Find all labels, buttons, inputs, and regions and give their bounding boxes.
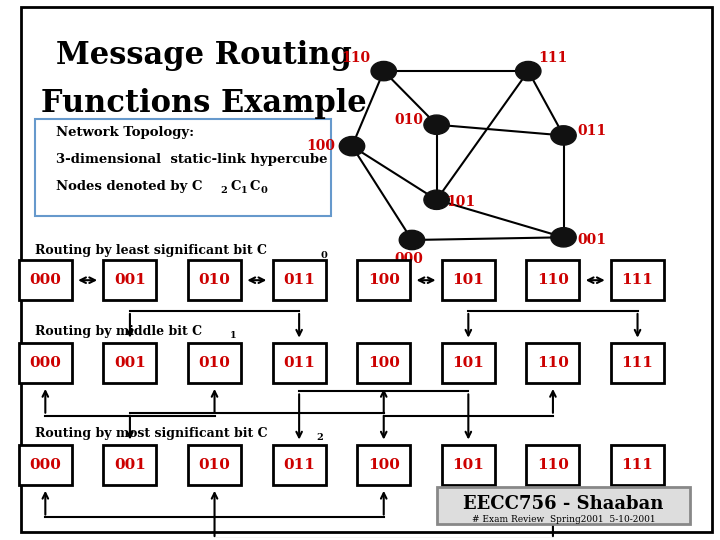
FancyBboxPatch shape	[188, 445, 241, 485]
FancyBboxPatch shape	[19, 445, 72, 485]
FancyBboxPatch shape	[357, 445, 410, 485]
FancyBboxPatch shape	[436, 487, 690, 524]
Circle shape	[400, 231, 425, 249]
Text: 3-dimensional  static-link hypercube: 3-dimensional static-link hypercube	[56, 153, 328, 166]
FancyBboxPatch shape	[104, 343, 156, 383]
Text: 100: 100	[368, 458, 400, 472]
FancyBboxPatch shape	[104, 260, 156, 300]
Text: Functions Example: Functions Example	[41, 88, 366, 119]
Circle shape	[339, 137, 365, 156]
Text: 111: 111	[621, 273, 654, 287]
Text: C: C	[230, 180, 241, 193]
Circle shape	[551, 126, 576, 145]
FancyBboxPatch shape	[442, 343, 495, 383]
Text: 000: 000	[30, 458, 61, 472]
Circle shape	[516, 62, 541, 81]
Text: 010: 010	[199, 356, 230, 370]
Text: 111: 111	[621, 458, 654, 472]
Text: 010: 010	[199, 273, 230, 287]
FancyBboxPatch shape	[357, 260, 410, 300]
Text: Network Topology:: Network Topology:	[56, 126, 194, 139]
Text: 0: 0	[261, 186, 267, 195]
Text: 111: 111	[621, 356, 654, 370]
FancyBboxPatch shape	[526, 343, 580, 383]
Text: 001: 001	[114, 458, 146, 472]
Text: C: C	[250, 180, 261, 193]
Text: 110: 110	[537, 356, 569, 370]
FancyBboxPatch shape	[611, 343, 664, 383]
Text: 011: 011	[283, 458, 315, 472]
Text: EECC756 - Shaaban: EECC756 - Shaaban	[464, 495, 664, 514]
Text: 111: 111	[539, 51, 567, 65]
Circle shape	[424, 115, 449, 134]
FancyBboxPatch shape	[526, 260, 580, 300]
Text: 010: 010	[199, 458, 230, 472]
Text: Routing by least significant bit C: Routing by least significant bit C	[35, 244, 266, 257]
Text: 011: 011	[577, 124, 606, 138]
Text: 110: 110	[537, 458, 569, 472]
Text: 011: 011	[283, 273, 315, 287]
Text: 000: 000	[394, 252, 423, 266]
Text: 101: 101	[452, 458, 485, 472]
Text: 000: 000	[30, 356, 61, 370]
Text: 101: 101	[446, 195, 476, 210]
Text: # Exam Review  Spring2001  5-10-2001: # Exam Review Spring2001 5-10-2001	[472, 515, 655, 524]
Text: 101: 101	[452, 273, 485, 287]
Text: 000: 000	[30, 273, 61, 287]
Text: 2: 2	[220, 186, 227, 195]
FancyBboxPatch shape	[104, 445, 156, 485]
FancyBboxPatch shape	[35, 119, 331, 216]
Circle shape	[371, 62, 397, 81]
Text: Nodes denoted by C: Nodes denoted by C	[56, 180, 202, 193]
Circle shape	[551, 228, 576, 247]
FancyBboxPatch shape	[21, 7, 711, 532]
FancyBboxPatch shape	[442, 445, 495, 485]
Text: 2: 2	[317, 433, 323, 442]
Text: Message Routing: Message Routing	[56, 39, 352, 71]
Text: 100: 100	[368, 273, 400, 287]
Text: 100: 100	[368, 356, 400, 370]
Text: 001: 001	[114, 273, 146, 287]
FancyBboxPatch shape	[188, 343, 241, 383]
Text: 011: 011	[283, 356, 315, 370]
Text: 010: 010	[394, 113, 423, 127]
FancyBboxPatch shape	[19, 343, 72, 383]
FancyBboxPatch shape	[611, 260, 664, 300]
FancyBboxPatch shape	[611, 445, 664, 485]
Text: 110: 110	[537, 273, 569, 287]
Text: 0: 0	[320, 251, 327, 260]
FancyBboxPatch shape	[442, 260, 495, 300]
FancyBboxPatch shape	[273, 445, 325, 485]
FancyBboxPatch shape	[526, 445, 580, 485]
FancyBboxPatch shape	[273, 260, 325, 300]
Text: 001: 001	[114, 356, 146, 370]
Text: 1: 1	[241, 186, 248, 195]
Circle shape	[424, 190, 449, 210]
Text: Routing by middle bit C: Routing by middle bit C	[35, 325, 202, 338]
Text: 110: 110	[341, 51, 370, 65]
Text: 001: 001	[577, 233, 606, 247]
Text: 100: 100	[306, 139, 335, 153]
Text: 1: 1	[230, 331, 237, 340]
FancyBboxPatch shape	[188, 260, 241, 300]
FancyBboxPatch shape	[273, 343, 325, 383]
FancyBboxPatch shape	[19, 260, 72, 300]
FancyBboxPatch shape	[357, 343, 410, 383]
Text: Routing by most significant bit C: Routing by most significant bit C	[35, 427, 267, 440]
Text: 101: 101	[452, 356, 485, 370]
